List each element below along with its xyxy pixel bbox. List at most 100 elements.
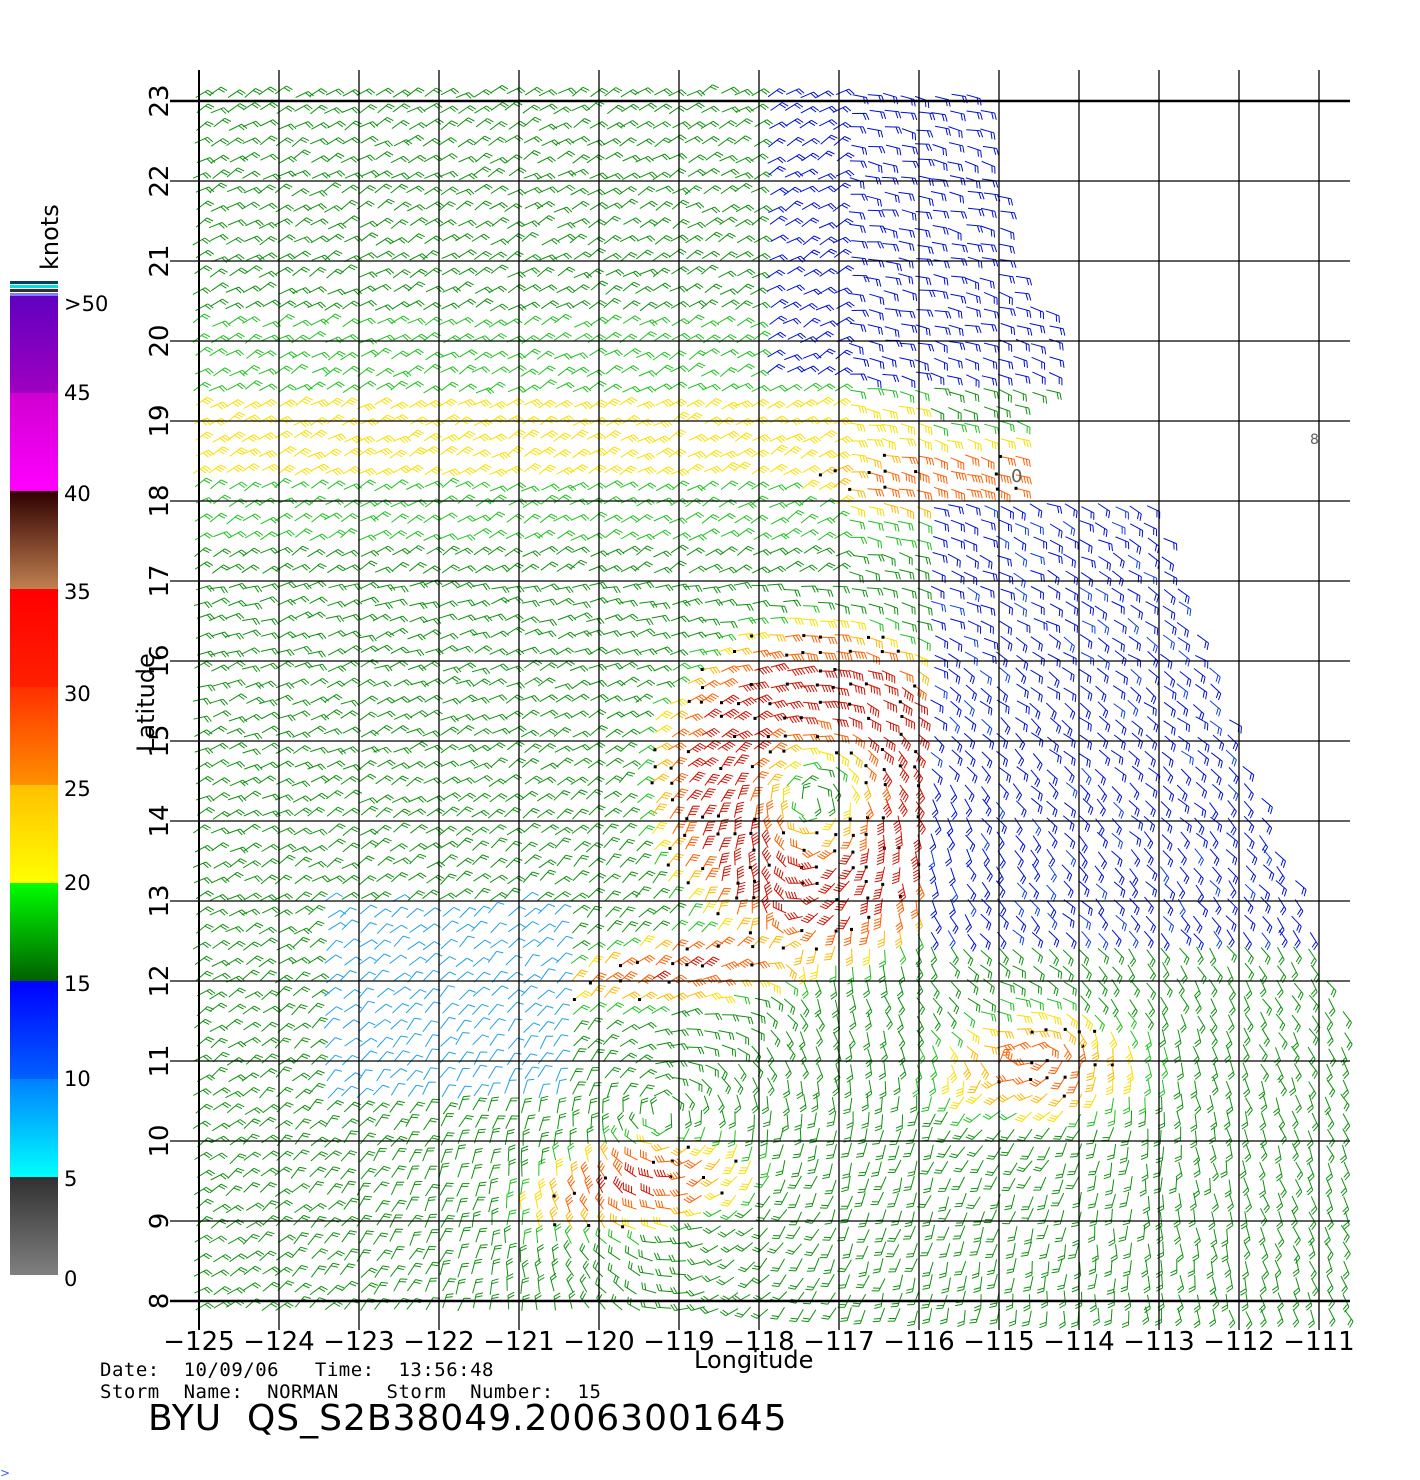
wind-barb — [409, 581, 429, 589]
wind-barb — [828, 1097, 836, 1116]
wind-barb — [565, 1210, 574, 1229]
wind-barb — [324, 1262, 340, 1275]
wind-barb — [786, 153, 806, 163]
wind-barb — [758, 1142, 768, 1160]
wind-barb — [458, 1212, 470, 1228]
wind-barb — [672, 599, 691, 607]
wind-barb — [950, 618, 966, 630]
wind-barb — [848, 767, 860, 785]
wind-barb — [951, 736, 963, 753]
wind-barb — [819, 236, 838, 246]
wind-barb — [639, 1068, 658, 1079]
colorbar-segment — [10, 883, 58, 981]
wind-barb — [669, 429, 687, 440]
wind-barb — [1064, 1029, 1077, 1046]
wind-barb — [558, 87, 577, 95]
wind-barb — [209, 1183, 228, 1194]
wind-barb — [389, 843, 408, 852]
wind-barb — [1062, 520, 1076, 537]
wind-barb — [242, 617, 261, 626]
wind-barb — [747, 1114, 755, 1132]
wind-barb — [442, 545, 460, 556]
wind-barb — [817, 150, 835, 161]
wind-barb — [1098, 997, 1109, 1015]
wind-barb — [1177, 588, 1190, 604]
wind-barb — [603, 630, 622, 638]
colorbar-overflow-stripe — [10, 281, 58, 284]
wind-barb — [814, 1046, 822, 1065]
wind-barb — [737, 936, 755, 947]
wind-barb — [211, 923, 230, 933]
wind-barb — [855, 1275, 870, 1289]
wind-barb — [508, 1178, 518, 1195]
wind-barb — [740, 1192, 756, 1206]
wind-barb — [1325, 1257, 1333, 1276]
wind-barb — [392, 103, 411, 113]
wind-barb — [1246, 848, 1258, 866]
wind-barb — [1078, 752, 1091, 768]
wind-barb — [275, 137, 294, 147]
wind-barb — [212, 169, 231, 179]
wind-barb — [859, 817, 869, 835]
wind-barb — [654, 1199, 672, 1210]
wind-barb — [274, 1037, 292, 1049]
wind-barb — [226, 828, 246, 836]
wind-barb — [806, 1257, 820, 1272]
wind-barb — [586, 268, 604, 278]
wind-barb — [570, 534, 590, 541]
wind-barb — [309, 533, 329, 541]
wind-barb — [917, 637, 931, 652]
wind-barb — [996, 831, 1005, 850]
wind-barb — [1115, 506, 1129, 520]
rain-flag-marker — [883, 783, 887, 787]
wind-barb — [639, 1097, 649, 1115]
wind-barb — [506, 827, 525, 836]
wind-barb — [1046, 800, 1058, 818]
wind-barb — [259, 383, 278, 391]
wind-barb — [849, 488, 866, 499]
wind-barb — [866, 457, 882, 469]
wind-barb — [586, 139, 606, 147]
wind-barb — [849, 422, 866, 432]
wind-barb — [571, 1095, 582, 1112]
wind-barb — [294, 512, 313, 522]
wind-barb — [489, 202, 508, 210]
wind-barb — [981, 718, 993, 736]
wind-barb — [423, 907, 442, 917]
wind-barb — [458, 1095, 471, 1110]
wind-barb — [521, 1097, 533, 1113]
wind-barb — [851, 440, 869, 448]
wind-barb — [913, 766, 924, 785]
wind-barb — [241, 201, 260, 210]
wind-barb — [326, 857, 344, 868]
wind-barb — [995, 651, 1008, 668]
wind-barb — [1028, 980, 1042, 995]
wind-barb — [606, 1019, 625, 1030]
wind-barb — [604, 87, 623, 97]
wind-barb — [761, 847, 772, 866]
wind-barb — [687, 757, 706, 768]
wind-barb — [292, 731, 311, 739]
wind-barb — [636, 351, 655, 359]
wind-barb — [1292, 1245, 1301, 1264]
wind-barb — [407, 808, 427, 817]
wind-barb — [965, 1196, 981, 1209]
wind-barb — [456, 333, 475, 342]
wind-barb — [721, 203, 741, 213]
wind-barb — [986, 1259, 998, 1276]
wind-barb — [748, 849, 756, 868]
wind-barb — [1141, 1128, 1149, 1147]
wind-barb — [310, 1265, 327, 1278]
wind-barb — [324, 693, 343, 703]
wind-barb — [914, 228, 931, 238]
wind-barb — [506, 1273, 514, 1291]
wind-barb — [259, 1116, 277, 1127]
wind-barb — [1342, 1211, 1350, 1230]
wind-barb — [487, 1003, 505, 1016]
wind-barb — [341, 862, 361, 870]
rain-flag-marker — [864, 781, 868, 785]
wind-barb — [456, 777, 476, 784]
wind-barb — [1130, 686, 1142, 704]
wind-barb — [422, 445, 441, 455]
wind-barb — [868, 146, 886, 154]
